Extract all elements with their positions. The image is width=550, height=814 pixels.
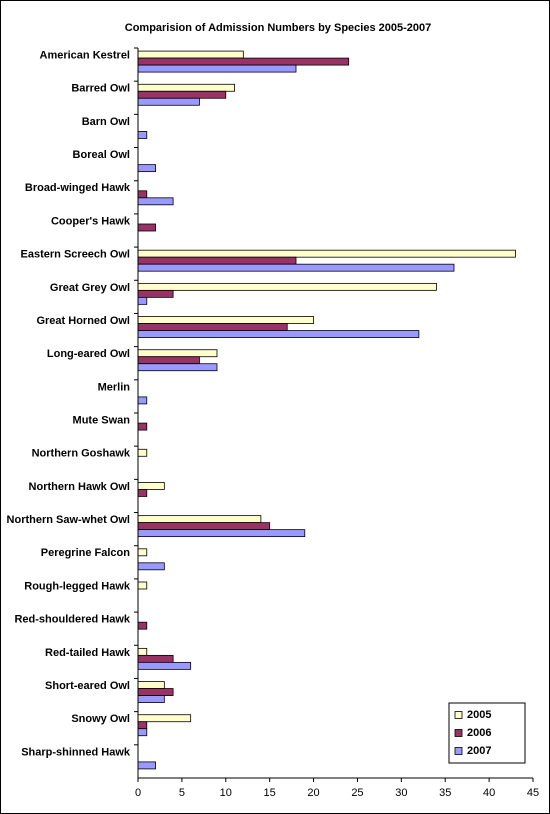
legend-label: 2005 — [467, 709, 491, 721]
y-tick-label: Great Horned Owl — [36, 315, 130, 327]
bar — [137, 489, 148, 497]
bar — [137, 50, 244, 59]
bar — [137, 728, 148, 737]
bar — [137, 396, 148, 405]
bar — [137, 256, 297, 265]
x-tick-label: 35 — [439, 787, 451, 799]
y-tick-label: Mute Swan — [73, 414, 131, 426]
y-tick-label: Red-tailed Hawk — [45, 647, 131, 659]
y-tick-label: Sharp-shinned Hawk — [21, 746, 131, 758]
bar — [137, 356, 200, 365]
y-tick-label: Cooper's Hawk — [51, 215, 131, 227]
bar — [137, 349, 218, 358]
bar — [137, 289, 174, 298]
x-tick-label: 5 — [179, 787, 185, 799]
bar — [137, 522, 271, 531]
bar — [137, 654, 174, 663]
bar — [137, 661, 192, 670]
bar — [137, 548, 148, 557]
x-tick-label: 0 — [135, 787, 141, 799]
x-tick-label: 30 — [395, 787, 407, 799]
bar — [137, 562, 165, 571]
bar — [137, 316, 314, 324]
bar — [137, 448, 148, 457]
y-tick-label: American Kestrel — [40, 49, 131, 61]
bar — [137, 482, 165, 490]
y-tick-label: Long-eared Owl — [47, 348, 130, 360]
bar — [137, 681, 165, 689]
bar — [137, 688, 174, 696]
bar — [137, 323, 288, 331]
y-tick-label: Boreal Owl — [73, 149, 130, 161]
y-tick-label: Northern Goshawk — [32, 448, 131, 460]
bar — [137, 721, 148, 730]
bar — [137, 581, 148, 590]
y-tick-label: Broad-winged Hawk — [25, 182, 131, 194]
x-tick-label: 15 — [264, 787, 276, 799]
bar — [137, 197, 174, 206]
y-tick-label: Northern Hawk Owl — [29, 481, 130, 493]
bar — [137, 90, 227, 99]
x-tick-label: 20 — [307, 787, 319, 799]
bar — [137, 83, 235, 92]
y-tick-label: Red-shouldered Hawk — [14, 614, 130, 626]
x-tick-label: 10 — [220, 787, 232, 799]
bar — [137, 647, 148, 656]
x-tick-label: 45 — [527, 787, 539, 799]
bar — [137, 57, 350, 66]
bar — [137, 223, 156, 232]
bar — [137, 131, 148, 139]
legend-swatch — [454, 711, 463, 719]
bar — [137, 529, 306, 538]
y-tick-label: Eastern Screech Owl — [21, 249, 130, 261]
legend-label: 2007 — [467, 745, 491, 757]
y-tick-label: Peregrine Falcon — [41, 547, 131, 559]
y-tick-label: Snowy Owl — [71, 713, 130, 725]
x-tick-label: 40 — [483, 787, 495, 799]
chart-title: Comparision of Admission Numbers by Spec… — [125, 22, 431, 34]
bar — [137, 330, 420, 338]
bar — [137, 64, 297, 73]
bar — [137, 190, 148, 199]
bar — [137, 249, 516, 258]
y-tick-label: Barn Owl — [82, 116, 130, 128]
bar — [137, 761, 156, 770]
legend-label: 2006 — [467, 727, 491, 739]
legend-swatch — [454, 747, 463, 755]
x-tick-label: 25 — [351, 787, 363, 799]
legend-swatch — [454, 729, 463, 737]
y-tick-label: Barred Owl — [71, 83, 130, 95]
bar — [137, 515, 262, 524]
bar — [137, 164, 156, 173]
bar — [137, 97, 200, 106]
bar — [137, 282, 437, 291]
y-tick-label: Great Grey Owl — [50, 282, 130, 294]
y-tick-label: Merlin — [98, 381, 131, 393]
bar — [137, 363, 218, 372]
bar — [137, 714, 192, 723]
y-tick-label: Northern Saw-whet Owl — [7, 514, 130, 526]
y-tick-label: Short-eared Owl — [45, 680, 130, 692]
bar — [137, 296, 148, 305]
bar — [137, 422, 148, 431]
y-tick-label: Rough-legged Hawk — [24, 580, 131, 592]
bar — [137, 621, 148, 630]
bar — [137, 263, 455, 272]
bar — [137, 695, 165, 703]
